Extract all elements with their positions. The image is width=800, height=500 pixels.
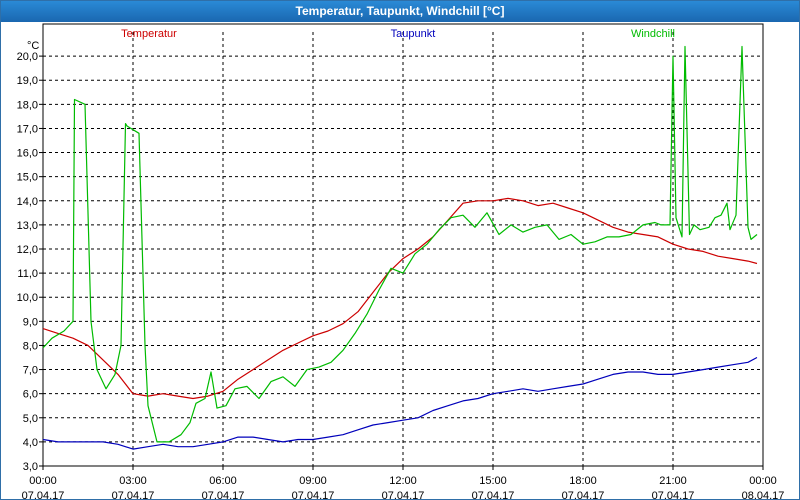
- y-tick-label: 4,0: [23, 437, 38, 449]
- tick-labels: 3,0 4,0 5,0 6,0 7,0 8,0 9,0 10,0 11,0 12,0 13,0 14,…: [17, 40, 785, 499]
- y-tick-label: 9,0: [23, 316, 38, 328]
- series-lines: [42, 45, 758, 450]
- y-tick-label: 8,0: [23, 340, 38, 352]
- y-axis-unit: °C: [27, 40, 39, 52]
- x-tick-date: 07.04.17: [472, 490, 515, 499]
- legend-windchill: Windchill: [631, 28, 675, 40]
- plot-frame: [42, 23, 764, 467]
- y-tick-label: 16,0: [17, 148, 38, 160]
- y-tick-label: 5,0: [23, 413, 38, 425]
- y-tick-label: 18,0: [17, 99, 38, 111]
- y-tick-label: 15,0: [17, 172, 38, 184]
- y-tick-label: 12,0: [17, 244, 38, 256]
- x-tick-date: 07.04.17: [112, 490, 155, 499]
- chart-canvas: 3,0 4,0 5,0 6,0 7,0 8,0 9,0 10,0 11,0 12,0 13,0 14,…: [17, 23, 785, 499]
- y-tick-label: 11,0: [17, 268, 38, 280]
- x-tick-time: 09:00: [299, 475, 327, 487]
- y-tick-label: 10,0: [17, 292, 38, 304]
- x-tick-date: 07.04.17: [202, 490, 245, 499]
- x-tick-date: 07.04.17: [652, 490, 695, 499]
- x-tick-date: 07.04.17: [292, 490, 335, 499]
- x-tick-time: 21:00: [659, 475, 687, 487]
- x-tick-time: 00:00: [749, 475, 777, 487]
- legend: Temperatur Taupunkt Windchill: [121, 28, 675, 40]
- y-tick-label: 3,0: [23, 461, 38, 473]
- x-tick-date: 08.04.17: [742, 490, 785, 499]
- y-tick-label: 7,0: [23, 365, 38, 377]
- y-tick-label: 14,0: [17, 196, 38, 208]
- series-line-windchill: [42, 45, 758, 443]
- y-tick-label: 20,0: [17, 51, 38, 63]
- x-tick-time: 03:00: [119, 475, 147, 487]
- y-tick-label: 6,0: [23, 389, 38, 401]
- y-tick-label: 19,0: [17, 75, 38, 87]
- y-tick-label: 17,0: [17, 123, 38, 135]
- x-tick-time: 00:00: [29, 475, 57, 487]
- legend-temperatur: Temperatur: [121, 28, 177, 40]
- x-tick-time: 15:00: [479, 475, 507, 487]
- x-tick-date: 07.04.17: [22, 490, 65, 499]
- x-tick-date: 07.04.17: [562, 490, 605, 499]
- x-tick-time: 18:00: [569, 475, 597, 487]
- window-title: Temperatur, Taupunkt, Windchill [°C]: [1, 1, 799, 22]
- x-tick-time: 06:00: [209, 475, 237, 487]
- y-tick-label: 13,0: [17, 220, 38, 232]
- legend-taupunkt: Taupunkt: [391, 28, 436, 40]
- x-tick-date: 07.04.17: [382, 490, 425, 499]
- gridlines: [43, 32, 763, 467]
- series-line-temperatur: [42, 197, 758, 400]
- series-line-taupunkt: [42, 356, 758, 450]
- x-tick-time: 12:00: [389, 475, 417, 487]
- axes: [39, 23, 764, 470]
